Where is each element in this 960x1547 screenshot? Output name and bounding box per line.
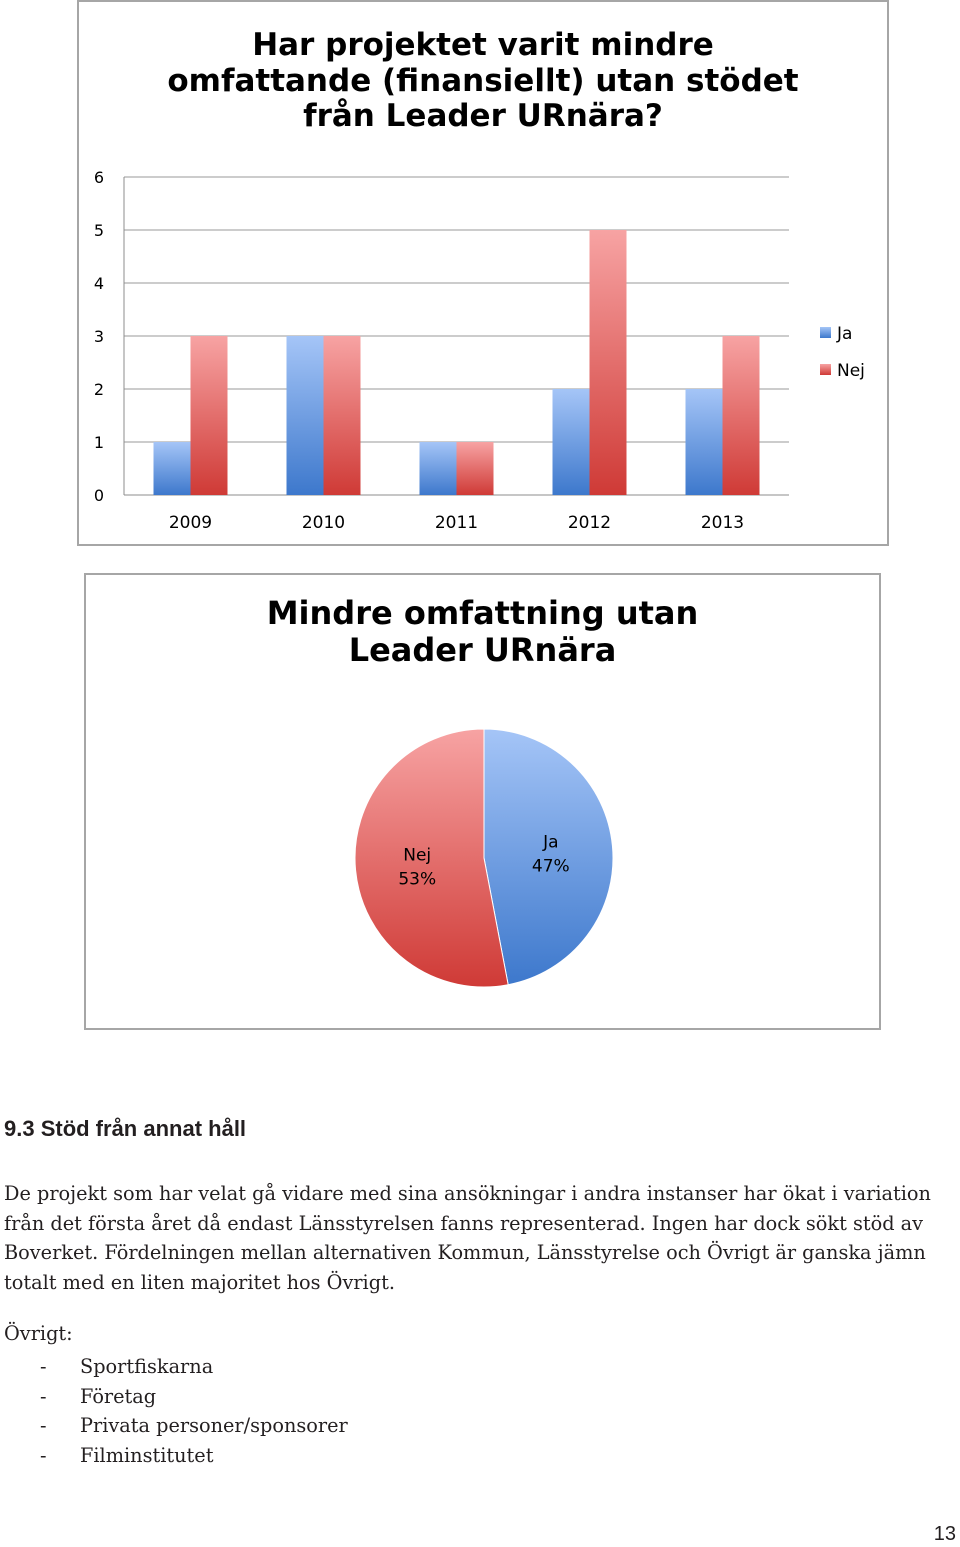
other-label: Övrigt: <box>4 1322 73 1345</box>
y-tick-label: 1 <box>94 433 104 452</box>
bullet-dash: - <box>40 1444 47 1468</box>
bullet-dash: - <box>40 1384 47 1408</box>
list-item: - Sportfiskarna <box>4 1352 348 1382</box>
pie-slice-ja <box>483 728 614 986</box>
y-tick-label: 5 <box>94 221 104 240</box>
list-item-text: Sportfiskarna <box>80 1355 214 1378</box>
x-tick-label: 2011 <box>435 513 478 533</box>
bar-chart: Har projektet varit mindre omfattande (f… <box>77 0 889 546</box>
pie-slice-nej <box>354 728 509 988</box>
list-item-text: Företag <box>80 1384 157 1408</box>
y-tick-label: 2 <box>94 380 104 399</box>
x-tick-label: 2012 <box>568 513 611 533</box>
y-tick-label: 6 <box>94 168 104 187</box>
bar-nej-2011 <box>456 442 494 495</box>
legend-swatch-ja <box>820 327 831 338</box>
bar-nej-2013 <box>722 336 760 495</box>
x-tick-label: 2010 <box>302 513 345 533</box>
pie-chart: Mindre omfattning utan Leader URnära Ja 4… <box>84 573 881 1030</box>
x-tick-label: 2009 <box>169 513 212 533</box>
legend-label-nej: Nej <box>837 361 865 381</box>
bar-chart-plot: 0 1 2 3 4 5 6 2009 2010 2011 2012 2013 Ja Nej <box>94 168 865 533</box>
y-tick-label: 4 <box>94 274 104 293</box>
y-tick-label: 0 <box>94 486 104 505</box>
list-item-text: Filminstitutet <box>80 1444 214 1468</box>
bar-ja-2010 <box>286 336 324 495</box>
section-heading: 9.3 Stöd från annat håll <box>4 1116 247 1141</box>
pie-label-value-nej: 53% <box>398 869 436 889</box>
pie-label-name-nej: Nej <box>403 845 431 865</box>
pie-chart-title: Mindre omfattning utan Leader URnära <box>266 594 699 669</box>
bar-ja-2011 <box>419 442 457 495</box>
y-tick-label: 3 <box>94 327 104 346</box>
legend-label-ja: Ja <box>836 324 852 344</box>
list-item: - Företag <box>4 1382 348 1412</box>
bullet-dash: - <box>40 1414 47 1438</box>
legend-swatch-nej <box>820 364 831 375</box>
body-paragraph: De projekt som har velat gå vidare med s… <box>4 1182 931 1295</box>
list-item-text: Privata personer/sponsorer <box>80 1414 348 1438</box>
bullet-dash: - <box>40 1355 47 1378</box>
bar-nej-2009 <box>190 336 228 495</box>
pie-chart-plot: Ja 47% Nej 53% <box>354 728 614 988</box>
page-number: 13 <box>933 1523 956 1545</box>
bar-ja-2012 <box>552 389 590 495</box>
other-list: - Sportfiskarna - Företag - Privata persone… <box>4 1352 348 1471</box>
bar-ja-2009 <box>153 442 191 495</box>
list-item: - Filminstitutet <box>4 1441 348 1471</box>
list-item: - Privata personer/sponsorer <box>4 1411 348 1441</box>
bar-chart-title: Har projektet varit mindre omfattande (f… <box>167 27 799 135</box>
pie-label-value-ja: 47% <box>532 857 570 877</box>
bar-ja-2013 <box>685 389 723 495</box>
pie-label-name-ja: Ja <box>542 833 558 853</box>
bar-nej-2012 <box>589 230 627 495</box>
bar-nej-2010 <box>323 336 361 495</box>
x-tick-label: 2013 <box>701 513 744 533</box>
